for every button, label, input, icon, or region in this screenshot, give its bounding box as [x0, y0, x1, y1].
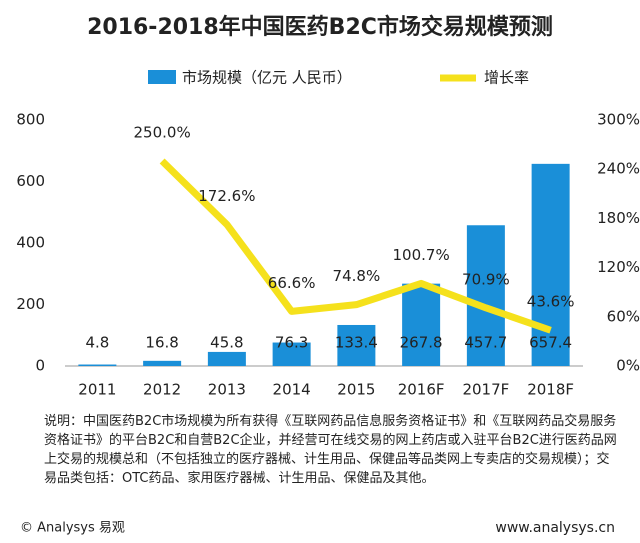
legend-label: 市场规模（亿元 人民币） — [182, 69, 352, 87]
bar-value-label: 76.3 — [275, 334, 308, 352]
bar — [402, 283, 441, 366]
bar — [78, 364, 117, 366]
bar-value-label: 45.8 — [210, 334, 243, 352]
x-tick-label: 2011 — [78, 381, 116, 399]
bar — [143, 360, 182, 366]
y-tick-label: 800 — [16, 111, 45, 129]
y-tick-label: 0 — [35, 357, 45, 375]
y2-tick-label: 240% — [597, 160, 640, 178]
bar — [207, 351, 246, 366]
x-tick-label: 2018F — [527, 381, 574, 399]
x-tick-label: 2012 — [143, 381, 181, 399]
legend-swatch — [148, 70, 176, 84]
y-tick-label: 200 — [16, 295, 45, 313]
y2-tick-label: 300% — [597, 111, 640, 129]
x-tick-label: 2015 — [337, 381, 375, 399]
bar — [337, 324, 376, 366]
line-value-label: 100.7% — [393, 246, 450, 264]
line-value-label: 66.6% — [268, 274, 316, 292]
bar-value-label: 657.4 — [529, 334, 572, 352]
chart-title: 2016-2018年中国医药B2C市场交易规模预测 — [87, 14, 553, 40]
bar — [272, 342, 311, 366]
bar — [531, 163, 570, 366]
bar-value-label: 457.7 — [464, 334, 507, 352]
bar — [466, 225, 505, 366]
y-tick-label: 600 — [16, 172, 45, 190]
bar-value-label: 133.4 — [335, 334, 378, 352]
x-tick-label: 2017F — [462, 381, 509, 399]
website: www.analysys.cn — [495, 520, 615, 536]
line-value-label: 250.0% — [134, 124, 191, 142]
x-tick-label: 2013 — [208, 381, 246, 399]
bar-value-label: 4.8 — [85, 334, 109, 352]
x-tick-label: 2016F — [398, 381, 445, 399]
y-tick-label: 400 — [16, 234, 45, 252]
y2-tick-label: 180% — [597, 209, 640, 227]
x-tick-label: 2014 — [273, 381, 311, 399]
bar-value-label: 267.8 — [400, 334, 443, 352]
line-value-label: 172.6% — [198, 187, 255, 205]
source: © Analysys 易观 — [20, 521, 125, 536]
y2-tick-label: 120% — [597, 258, 640, 276]
y2-tick-label: 60% — [607, 307, 640, 325]
line-value-label: 70.9% — [462, 270, 510, 288]
note: 说明：中国医药B2C市场规模为所有获得《互联网药品信息服务资格证书》和《互联网药… — [44, 414, 617, 486]
legend-label: 增长率 — [484, 69, 529, 87]
line-value-label: 43.6% — [527, 293, 575, 311]
y2-tick-label: 0% — [616, 357, 640, 375]
bar-value-label: 16.8 — [145, 334, 178, 352]
line — [159, 158, 552, 334]
line-value-label: 74.8% — [333, 267, 381, 285]
